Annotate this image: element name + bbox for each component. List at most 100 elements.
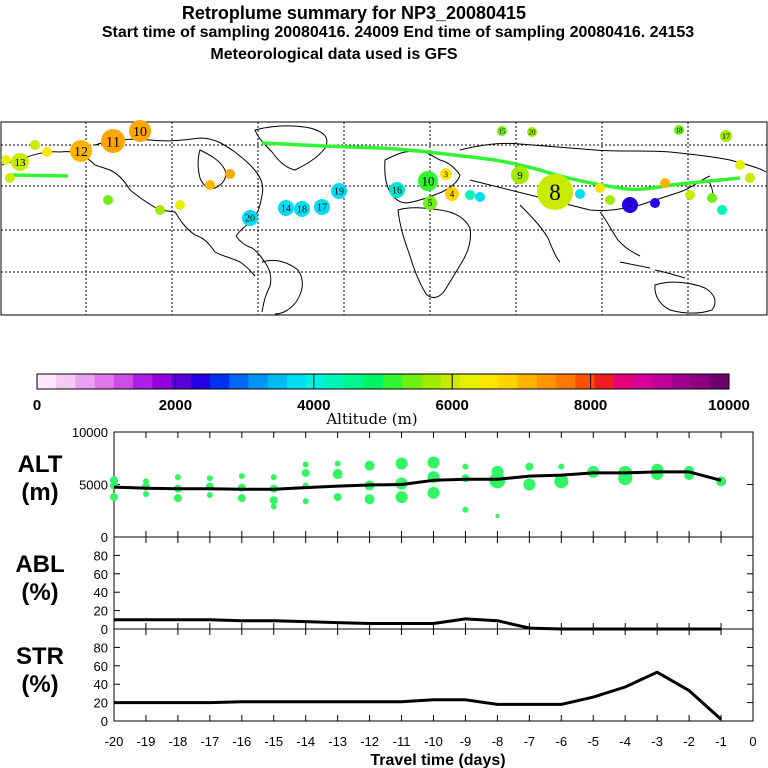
colorbar-swatch: [709, 374, 730, 389]
x-tick-label: -9: [460, 734, 472, 749]
map-cluster-dot: [440, 168, 452, 180]
colorbar-swatch: [575, 374, 595, 389]
map-cluster-dot: [155, 205, 165, 215]
map-cluster-dot: [605, 195, 615, 205]
map-cluster-dot: [465, 190, 475, 200]
x-tick-label: -18: [169, 734, 188, 749]
colorbar-swatch: [306, 374, 326, 389]
panel-frame: [113, 536, 754, 630]
mean-altitude-line: [113, 470, 722, 491]
map-cluster-dot: [537, 174, 573, 210]
colorbar-swatch: [286, 374, 307, 389]
colorbar-swatch: [190, 374, 211, 389]
y-tick-label: 60: [94, 659, 108, 674]
map-cluster-dot: [445, 187, 459, 201]
colorbar-swatch: [402, 374, 422, 389]
y-tick-label: 20: [94, 696, 108, 711]
map-cluster-dot: [595, 183, 605, 193]
mean-plume-track: [9, 141, 741, 192]
altitude-cluster-point: [237, 494, 246, 503]
altitude-cluster-point: [364, 494, 375, 505]
colorbar-swatch: [113, 374, 134, 389]
y-tick-label: 0: [101, 714, 108, 729]
altitude-cluster-point: [302, 461, 309, 468]
altitude-cluster-point: [364, 460, 375, 471]
colorbar-tick-label: 4000: [297, 397, 330, 414]
map-cluster-dot: [745, 173, 755, 183]
x-tick-label: -2: [683, 734, 695, 749]
map-cluster-label: 14: [281, 204, 291, 215]
colorbar-swatch: [498, 374, 519, 389]
altitude-cluster-point: [523, 478, 536, 491]
map-cluster-dot: [278, 200, 294, 216]
x-tick-label: 0: [749, 734, 756, 749]
altitude-cluster-point: [173, 494, 182, 503]
map-cluster-label: 7: [628, 201, 633, 212]
map-cluster-dot: [389, 182, 405, 198]
x-tick-label: -17: [200, 734, 219, 749]
map-cluster-label: 10: [133, 125, 147, 140]
colorbar-swatch: [440, 374, 461, 389]
map-cluster-dot: [242, 210, 258, 226]
map-cluster-dot: [129, 120, 151, 142]
colorbar-tick-label: 2000: [159, 397, 192, 414]
map-cluster-label: 3: [444, 170, 448, 179]
altitude-cluster-point: [301, 468, 310, 477]
x-tick-label: -4: [619, 734, 631, 749]
map-cluster-label: 11: [106, 134, 120, 150]
colorbar-swatch: [152, 374, 173, 389]
colorbar-swatch: [171, 374, 192, 389]
panel-unit-label: (m): [21, 479, 58, 506]
y-tick-label: 40: [94, 585, 108, 600]
colorbar-tick-label: 10000: [708, 397, 750, 414]
map-cluster-dot: [175, 200, 185, 210]
altitude-cluster-point: [395, 457, 408, 470]
colorbar-swatch: [536, 374, 557, 389]
panel-frame: [113, 628, 754, 722]
map-cluster-label: 18: [676, 126, 684, 134]
map-cluster-label: 5: [428, 198, 433, 208]
altitude-cluster-point: [333, 493, 342, 502]
altitude-cluster-point: [270, 503, 277, 510]
x-tick-label: -14: [296, 734, 315, 749]
map-cluster-label: 18: [297, 205, 307, 216]
map-cluster-dot: [225, 169, 235, 179]
panel-unit-label: (%): [21, 579, 58, 606]
ABL-fraction-line: [114, 617, 721, 631]
altitude-cluster-point: [427, 486, 440, 499]
altitude-cluster-point: [332, 469, 343, 479]
y-tick-label: 60: [94, 567, 108, 582]
colorbar-swatch: [517, 374, 538, 389]
map-cluster-dot: [101, 129, 125, 153]
map-cluster-dot: [11, 153, 29, 171]
map-cluster-dot: [331, 183, 347, 199]
y-tick-label: 0: [101, 530, 108, 545]
map-cluster-label: 19: [334, 187, 344, 198]
colorbar-tick-label: 6000: [436, 397, 469, 414]
colorbar-swatch: [613, 374, 634, 389]
world-map: 10 11 12 13 15 20 18 17 19 18 17 14 20 16 10 8 9 7 5 3 4: [0, 120, 768, 316]
altitude-cluster-point: [270, 474, 277, 481]
panel-unit-label: (%): [21, 671, 58, 698]
colorbar-swatch: [229, 374, 249, 389]
colorbar-swatch: [690, 374, 711, 389]
map-cluster-label: 20: [245, 214, 255, 225]
colorbar-swatch: [632, 374, 653, 389]
y-tick-label: 5000: [79, 478, 108, 493]
x-tick-label: -10: [424, 734, 443, 749]
panel-label: STR: [16, 643, 64, 670]
colorbar-tick-label: 8000: [574, 397, 607, 414]
abl-panel: 0 20 40 60 80 ABL(%): [15, 536, 754, 637]
map-cluster-dot: [650, 198, 660, 208]
x-tick-label: -16: [232, 734, 251, 749]
map-cluster-markers: 10 11 12 13 15 20 18 17 19 18 17 14 20 16 10 8 9 7 5 3 4: [1, 120, 755, 226]
altitude-cluster-point: [238, 473, 245, 480]
colorbar-swatch: [37, 374, 57, 389]
map-cluster-dot: [70, 140, 92, 162]
travel-time-axis: -20 -19 -18 -17 -16 -15 -14 -13 -12 -11 -10 -9 -8 -7-…: [105, 734, 757, 768]
altitude-cluster-point: [462, 506, 469, 513]
map-cluster-dot: [294, 201, 310, 217]
colorbar-swatch: [671, 374, 692, 389]
y-tick-label: 80: [94, 640, 108, 655]
map-cluster-dot: [527, 127, 537, 137]
